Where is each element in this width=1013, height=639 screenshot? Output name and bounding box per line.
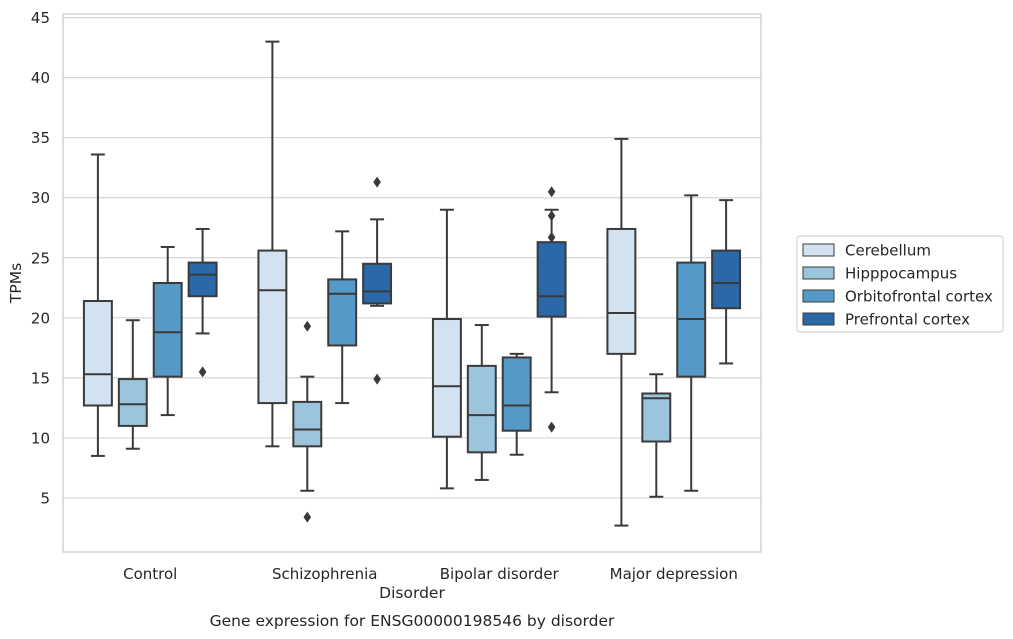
box-group xyxy=(292,320,323,523)
box xyxy=(641,392,672,443)
x-tick-label: Control xyxy=(123,565,177,583)
y-tick-labels: 5 10 15 20 25 30 35 40 45 xyxy=(31,9,50,507)
box-group xyxy=(466,324,497,481)
box-group xyxy=(501,352,532,456)
y-tick-label: 30 xyxy=(31,189,50,207)
x-tick-labels: Control Schizophrenia Bipolar disorder Majo… xyxy=(123,565,738,583)
box xyxy=(501,356,532,432)
outlier-point xyxy=(198,366,207,378)
plot-frame xyxy=(62,13,762,553)
box xyxy=(82,300,113,407)
outlier-point xyxy=(547,186,556,198)
box xyxy=(327,278,358,347)
y-tick-label: 5 xyxy=(40,489,50,507)
box xyxy=(606,227,637,355)
legend-label: Hipppocampus xyxy=(845,265,957,283)
box-group xyxy=(117,319,148,450)
legend-swatch xyxy=(802,243,835,257)
legend-label: Orbitofrontal cortex xyxy=(845,288,993,306)
y-tick-label: 35 xyxy=(31,129,50,147)
x-tick-label: Schizophrenia xyxy=(272,565,377,583)
box-group xyxy=(711,199,742,365)
box-group xyxy=(152,245,183,417)
box-group xyxy=(641,373,672,498)
box-group xyxy=(327,230,358,405)
box xyxy=(117,378,148,427)
y-tick-label: 25 xyxy=(31,249,50,267)
box xyxy=(466,364,497,454)
box-group xyxy=(82,153,113,457)
box xyxy=(152,282,183,378)
y-tick-label: 15 xyxy=(31,369,50,387)
legend-swatch xyxy=(802,289,835,303)
legend-frame xyxy=(796,235,1004,333)
box xyxy=(431,318,462,438)
box xyxy=(257,249,288,405)
box xyxy=(536,241,567,318)
legend-label: Cerebellum xyxy=(845,242,931,260)
box-group xyxy=(257,40,288,448)
chart-caption: Gene expression for ENSG00000198546 by d… xyxy=(210,612,615,630)
box-group xyxy=(431,208,462,490)
legend-label: Prefrontal cortex xyxy=(845,311,970,329)
boxes xyxy=(82,40,742,527)
y-tick-label: 20 xyxy=(31,309,50,327)
y-tick-label: 40 xyxy=(31,69,50,87)
box xyxy=(292,400,323,448)
x-tick-label: Major depression xyxy=(610,565,738,583)
box xyxy=(711,249,742,310)
legend-swatch xyxy=(802,312,835,326)
outlier-point xyxy=(303,320,312,332)
legend: Cerebellum Hipppocampus Orbitofrontal cort… xyxy=(796,235,1004,333)
outlier-point xyxy=(373,176,381,188)
box-group xyxy=(362,176,393,385)
y-tick-label: 45 xyxy=(31,9,50,27)
box xyxy=(362,262,393,305)
y-axis-label: TPMs xyxy=(7,263,25,304)
box-group xyxy=(536,186,567,433)
outlier-point xyxy=(373,373,381,385)
legend-swatch xyxy=(802,266,835,280)
outlier-point xyxy=(547,231,556,243)
outlier-point xyxy=(547,210,556,222)
box-group xyxy=(676,194,707,492)
box-group xyxy=(606,137,637,527)
outlier-point xyxy=(303,511,312,523)
box-group xyxy=(187,227,218,378)
x-tick-label: Bipolar disorder xyxy=(440,565,560,583)
outlier-point xyxy=(547,421,556,433)
x-axis-label: Disorder xyxy=(379,584,445,602)
y-tick-label: 10 xyxy=(31,429,50,447)
box xyxy=(187,261,218,298)
